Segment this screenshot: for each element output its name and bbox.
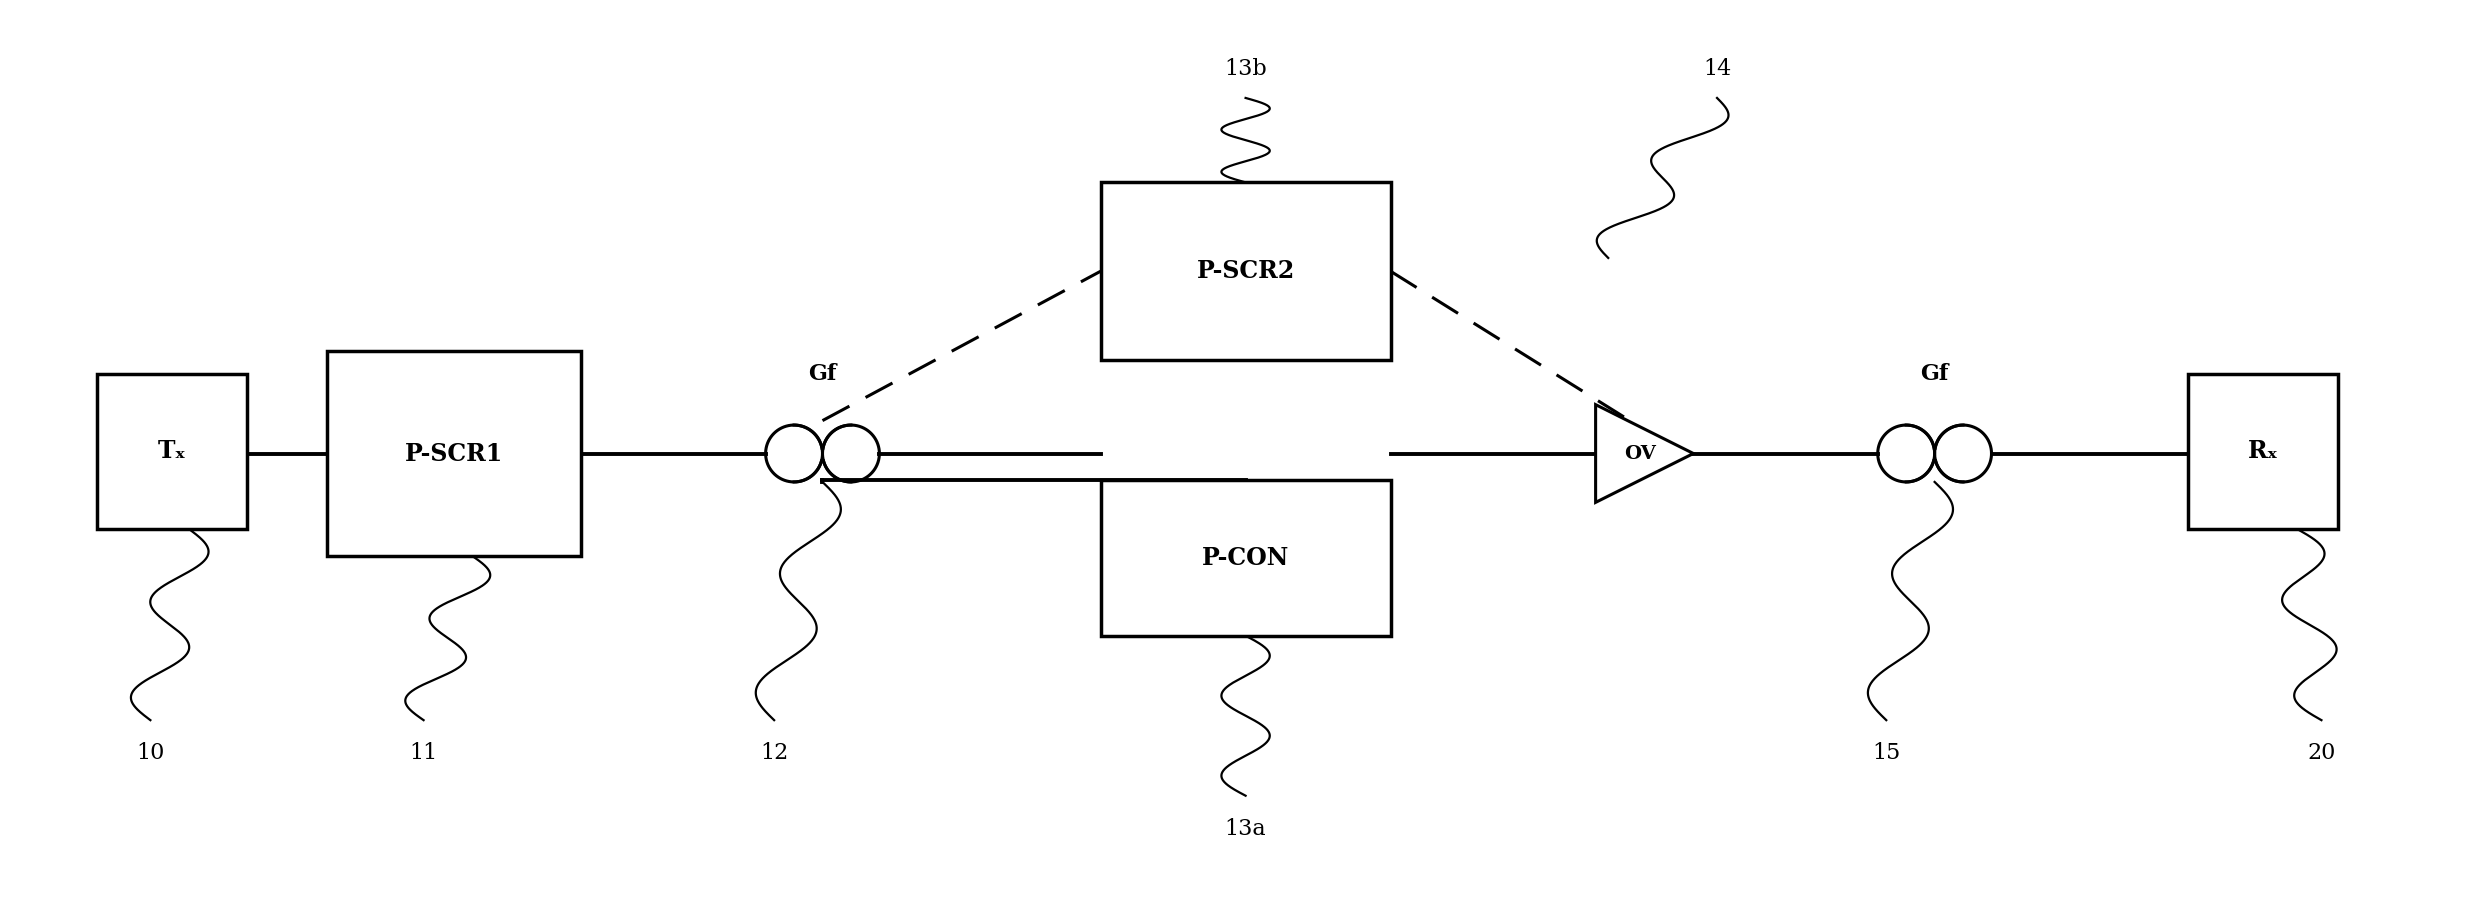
Text: 13a: 13a (1224, 818, 1266, 840)
Text: Gf: Gf (1919, 363, 1949, 385)
Text: P-SCR1: P-SCR1 (405, 442, 503, 465)
Text: 20: 20 (2307, 742, 2336, 765)
Text: P-SCR2: P-SCR2 (1196, 259, 1295, 283)
Text: Gf: Gf (809, 363, 836, 385)
Text: P-CON: P-CON (1201, 546, 1290, 570)
Bar (326, 351, 580, 556)
Bar (1100, 480, 1391, 636)
Polygon shape (1596, 405, 1692, 502)
Text: Rₓ: Rₓ (2247, 439, 2280, 463)
Bar (2188, 374, 2339, 529)
Text: Tₓ: Tₓ (158, 439, 187, 463)
Text: 14: 14 (1702, 58, 1732, 80)
Text: 13b: 13b (1224, 58, 1268, 80)
Text: 12: 12 (760, 742, 789, 765)
Bar (1100, 182, 1391, 360)
Text: OV: OV (1623, 444, 1655, 463)
Text: 10: 10 (136, 742, 165, 765)
Text: 15: 15 (1872, 742, 1900, 765)
Bar (96, 374, 247, 529)
Text: 11: 11 (410, 742, 437, 765)
